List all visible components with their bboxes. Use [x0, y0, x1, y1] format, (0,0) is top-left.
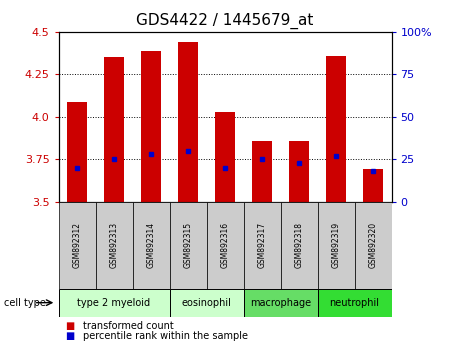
Bar — [215, 112, 235, 202]
Bar — [318, 289, 392, 317]
Text: GSM892314: GSM892314 — [147, 222, 156, 268]
Text: type 2 myeloid: type 2 myeloid — [77, 298, 151, 308]
Text: transformed count: transformed count — [83, 321, 174, 331]
Text: GSM892319: GSM892319 — [332, 222, 341, 268]
Bar — [243, 289, 318, 317]
Bar — [355, 202, 392, 289]
Text: GSM892315: GSM892315 — [184, 222, 193, 268]
Bar — [326, 56, 346, 202]
Bar — [104, 57, 124, 202]
Bar — [170, 289, 243, 317]
Bar — [243, 202, 280, 289]
Text: ■: ■ — [65, 321, 75, 331]
Text: GSM892318: GSM892318 — [294, 222, 303, 268]
Bar — [363, 170, 383, 202]
Bar — [207, 202, 243, 289]
Text: cell type: cell type — [4, 298, 46, 308]
Bar — [67, 102, 87, 202]
Bar — [318, 202, 355, 289]
Bar — [141, 51, 161, 202]
Text: eosinophil: eosinophil — [181, 298, 231, 308]
Bar — [95, 202, 132, 289]
Bar — [58, 289, 170, 317]
Bar — [178, 42, 198, 202]
Text: GSM892316: GSM892316 — [220, 222, 230, 268]
Bar — [58, 202, 95, 289]
Text: neutrophil: neutrophil — [329, 298, 379, 308]
Text: GSM892312: GSM892312 — [72, 222, 81, 268]
Text: percentile rank within the sample: percentile rank within the sample — [83, 331, 248, 341]
Text: GSM892317: GSM892317 — [257, 222, 266, 268]
Bar — [132, 202, 170, 289]
Bar — [280, 202, 318, 289]
Bar — [170, 202, 207, 289]
Bar — [289, 141, 309, 202]
Bar — [252, 141, 272, 202]
Text: GSM892313: GSM892313 — [109, 222, 118, 268]
Text: macrophage: macrophage — [250, 298, 311, 308]
Text: GSM892320: GSM892320 — [369, 222, 378, 268]
Text: ■: ■ — [65, 331, 75, 341]
Title: GDS4422 / 1445679_at: GDS4422 / 1445679_at — [136, 13, 314, 29]
